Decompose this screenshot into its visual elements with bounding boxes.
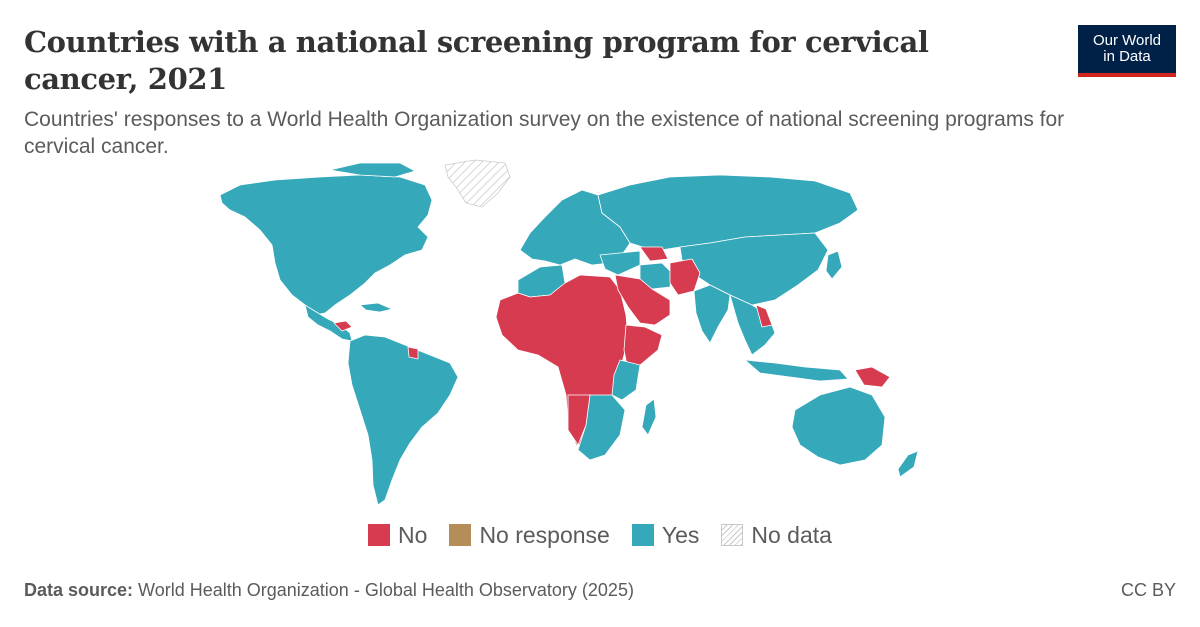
region-southern-africa[interactable]: [577, 394, 626, 461]
legend-swatch-no-response: [449, 524, 472, 546]
owid-logo[interactable]: Our World in Data: [1078, 25, 1176, 77]
region-horn-of-africa[interactable]: [623, 324, 663, 371]
legend-swatch-no: [368, 524, 391, 546]
region-middle-east-levant[interactable]: [599, 250, 641, 276]
region-papua-new-guinea[interactable]: [854, 366, 891, 388]
logo-line-1: Our World: [1092, 32, 1162, 49]
legend-label-yes: Yes: [661, 521, 700, 548]
region-laos[interactable]: [755, 304, 773, 328]
logo-line-2: in Data: [1103, 48, 1151, 65]
region-arabian-peninsula[interactable]: [614, 274, 671, 326]
region-caucasus[interactable]: [639, 246, 669, 262]
legend-item-no[interactable]: No: [368, 522, 427, 549]
region-afghanistan-pakistan[interactable]: [669, 258, 701, 296]
legend-swatch-yes: [631, 524, 654, 546]
region-india[interactable]: [693, 284, 731, 344]
legend-item-no-data[interactable]: No data: [721, 522, 832, 549]
region-japan[interactable]: [825, 250, 843, 280]
region-madagascar[interactable]: [641, 398, 657, 436]
data-source-text: World Health Organization - Global Healt…: [133, 580, 634, 600]
data-source[interactable]: Data source: World Health Organization -…: [24, 580, 634, 601]
legend-label-no-data: No data: [751, 521, 832, 548]
legend-swatch-no-data: [721, 524, 744, 546]
data-source-label: Data source:: [24, 580, 134, 600]
region-indonesia[interactable]: [744, 359, 849, 382]
region-greenland[interactable]: [444, 159, 511, 208]
footer: Data source: World Health Organization -…: [24, 580, 1176, 601]
legend-label-no: No: [398, 521, 428, 548]
legend: No No response Yes No data: [0, 520, 1200, 550]
region-north-america[interactable]: [219, 174, 433, 316]
legend-item-yes[interactable]: Yes: [631, 521, 700, 549]
region-new-zealand[interactable]: [897, 450, 919, 478]
world-map[interactable]: [200, 155, 960, 515]
region-honduras[interactable]: [333, 320, 353, 332]
legend-item-no-response[interactable]: No response: [449, 521, 610, 549]
region-angola-namibia[interactable]: [567, 394, 591, 446]
legend-label-no-response: No response: [479, 521, 610, 548]
region-australia[interactable]: [791, 386, 886, 466]
chart-title: Countries with a national screening prog…: [24, 25, 929, 96]
region-canadian-arctic-islands[interactable]: [329, 162, 416, 178]
region-kenya-tanzania[interactable]: [611, 359, 641, 401]
license[interactable]: CC BY: [1120, 580, 1176, 600]
region-caribbean[interactable]: [359, 302, 393, 313]
region-south-america[interactable]: [347, 334, 459, 506]
chart-subtitle: Countries' responses to a World Health O…: [24, 108, 1065, 158]
region-suriname[interactable]: [407, 346, 419, 360]
